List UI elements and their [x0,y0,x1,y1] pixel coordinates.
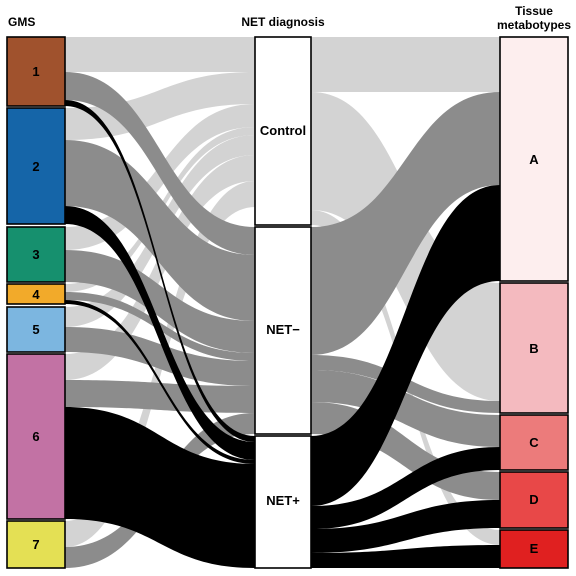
flow-M-tissue-A [311,92,500,355]
tissue-column: A B C D E [499,36,569,569]
net-column: Control NET− NET+ [254,36,312,569]
gms-node-2-label: 2 [32,159,39,174]
gms-node-1-label: 1 [32,64,39,79]
net-node-net-minus [254,226,312,435]
tissue-node-d [499,471,569,529]
flow-gms1-M [65,72,255,255]
flow-gms3-M [65,250,255,353]
gms-node-4-label: 4 [32,287,40,302]
tissue-node-a [499,36,569,282]
flow-gms4-P [65,300,255,464]
gms-node-4 [6,283,66,305]
gms-node-1 [6,36,66,107]
flow-gms6-C [65,155,255,380]
gms-column-title: GMS [8,15,35,29]
net-node-control [254,36,312,226]
gms-node-7-label: 7 [32,537,39,552]
flow-P-tissue-E [311,545,500,568]
gms-column: 1 2 3 4 5 6 7 [6,36,66,569]
flow-M-tissue-C [311,370,500,447]
net-column-title: NET diagnosis [241,15,325,29]
tissue-node-c-label: C [529,435,539,450]
flow-P-tissue-D [311,500,500,553]
net-to-tissue-flows [311,37,500,568]
net-node-control-label: Control [260,123,306,138]
gms-node-5-label: 5 [32,322,39,337]
flow-gms1-P [65,100,255,442]
gms-node-6-label: 6 [32,429,39,444]
tissue-node-e [499,529,569,569]
flow-C-tissue-A [311,37,500,92]
flow-gms5-M [65,327,255,386]
flow-gms2-M [65,140,255,321]
gms-node-7 [6,520,66,569]
flow-P-tissue-A [311,185,500,506]
flow-P-tissue-C [311,447,500,529]
gms-to-net-flows [65,37,255,568]
tissue-column-title-line1: Tissue [515,4,553,18]
gms-node-5 [6,306,66,353]
tissue-node-b [499,282,569,414]
tissue-node-b-label: B [529,341,538,356]
gms-node-2 [6,107,66,225]
net-node-net-plus [254,435,312,569]
net-node-net-plus-label: NET+ [266,493,300,508]
gms-node-6 [6,353,66,520]
tissue-column-title-line2: metabotypes [497,18,571,32]
net-node-net-minus-label: NET− [266,322,300,337]
flow-gms6-P [65,407,255,568]
flow-gms6-M [65,380,255,413]
gms-node-3-label: 3 [32,247,39,262]
tissue-node-a-label: A [529,152,539,167]
tissue-node-c [499,414,569,471]
tissue-node-e-label: E [530,541,539,556]
gms-node-3 [6,226,66,283]
flow-gms2-P [65,206,255,460]
flow-gms1-C [65,37,255,72]
tissue-node-d-label: D [529,492,538,507]
flow-gms2-C [65,72,255,140]
